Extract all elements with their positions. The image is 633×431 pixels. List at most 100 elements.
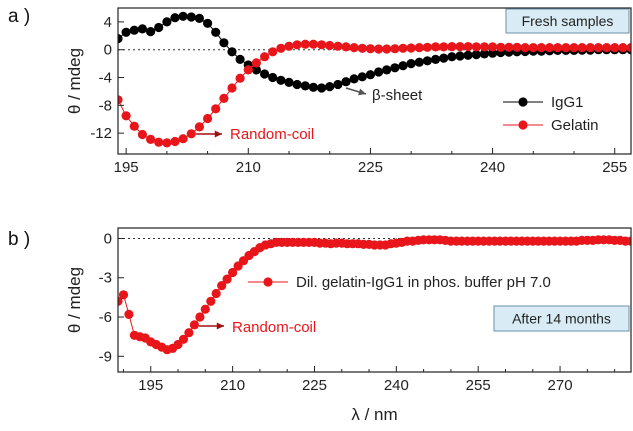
data-point <box>569 43 579 53</box>
data-point <box>317 83 327 93</box>
data-point <box>431 42 441 52</box>
data-point <box>118 34 123 44</box>
data-point <box>137 24 147 34</box>
data-point <box>203 113 213 124</box>
data-point <box>610 43 620 53</box>
data-point <box>528 43 538 53</box>
x-tick-label: 195 <box>138 377 163 394</box>
annotation-label: β-sheet <box>372 87 423 104</box>
data-point <box>260 69 270 79</box>
data-point <box>479 42 489 52</box>
data-point <box>471 50 481 60</box>
data-point <box>121 111 131 121</box>
data-point <box>382 44 392 54</box>
data-point <box>365 44 375 54</box>
data-point <box>200 304 210 314</box>
data-point <box>217 281 227 291</box>
x-tick-label: 240 <box>384 377 409 394</box>
data-point <box>463 50 473 60</box>
x-tick-label: 240 <box>480 159 505 176</box>
data-point <box>398 43 408 53</box>
data-point <box>585 43 595 53</box>
data-point <box>129 25 139 35</box>
data-point <box>118 95 123 105</box>
data-point <box>118 296 123 306</box>
x-tick-label: 225 <box>358 159 383 176</box>
data-point <box>219 38 229 48</box>
data-point <box>260 52 270 62</box>
data-point <box>406 43 416 53</box>
data-point <box>382 65 392 75</box>
sample-state-box <box>493 305 630 332</box>
data-point <box>439 42 449 52</box>
annotation-label: Random-coil <box>232 319 316 336</box>
annotation-label: Random-coil <box>230 126 314 143</box>
data-point <box>374 67 384 77</box>
data-point <box>553 43 563 53</box>
data-point <box>390 44 400 54</box>
data-point <box>284 77 294 87</box>
data-point <box>162 17 172 27</box>
data-point <box>276 43 286 53</box>
data-point <box>195 312 205 322</box>
legend-label: IgG1 <box>551 94 584 111</box>
data-point <box>602 43 612 53</box>
data-point <box>447 42 457 52</box>
data-point <box>146 27 156 37</box>
data-point <box>235 73 245 83</box>
data-point <box>520 43 530 53</box>
legend-marker <box>518 120 528 130</box>
data-point <box>170 13 180 23</box>
annotation-arrowhead <box>358 88 366 96</box>
panel-a: 195 210 225 240 255 4 0 -4 -8 -12 θ / mdeg a ) Fresh… <box>8 6 632 176</box>
data-point <box>431 54 441 64</box>
y-tick-label: 0 <box>104 42 112 59</box>
legend-marker <box>263 277 273 287</box>
data-point <box>124 309 134 319</box>
data-point <box>479 49 489 59</box>
data-point <box>365 70 375 80</box>
annotation-arrowhead <box>214 130 222 138</box>
data-point <box>203 18 213 28</box>
legend-label: Dil. gelatin-IgG1 in phos. buffer pH 7.0 <box>296 274 551 291</box>
x-tick-label: 210 <box>220 377 245 394</box>
data-point <box>374 44 384 54</box>
data-point <box>349 74 359 84</box>
y-axis-label: θ / mdeg <box>65 267 84 333</box>
x-tick-label: 225 <box>302 377 327 394</box>
x-tick-label: 210 <box>236 159 261 176</box>
data-point <box>333 79 343 90</box>
sample-state-label: After 14 months <box>512 311 611 327</box>
data-point <box>137 129 147 140</box>
data-point <box>211 104 221 114</box>
series-line-0 <box>118 239 631 351</box>
x-tick-label: 270 <box>548 377 573 394</box>
data-point <box>308 39 318 49</box>
data-point <box>341 42 351 52</box>
data-point <box>488 48 498 58</box>
y-tick-label: -9 <box>99 348 112 365</box>
y-tick-label: -12 <box>90 125 112 142</box>
axes-frame <box>117 7 632 155</box>
data-point <box>561 43 571 53</box>
x-tick-label: 255 <box>466 377 491 394</box>
data-point <box>512 42 522 52</box>
data-point <box>455 51 465 61</box>
data-point <box>186 12 196 22</box>
data-point <box>118 290 129 300</box>
data-point <box>243 65 253 75</box>
data-point <box>227 47 237 57</box>
data-point <box>300 81 310 91</box>
data-point <box>626 236 631 246</box>
data-point <box>618 43 628 53</box>
data-point <box>496 42 506 52</box>
data-point <box>455 42 465 52</box>
data-point <box>251 65 261 75</box>
data-point <box>390 63 400 73</box>
y-tick-label: -3 <box>99 270 112 287</box>
data-point <box>268 47 278 57</box>
data-point <box>422 56 432 66</box>
data-point <box>463 42 473 52</box>
plot-area <box>118 235 631 355</box>
